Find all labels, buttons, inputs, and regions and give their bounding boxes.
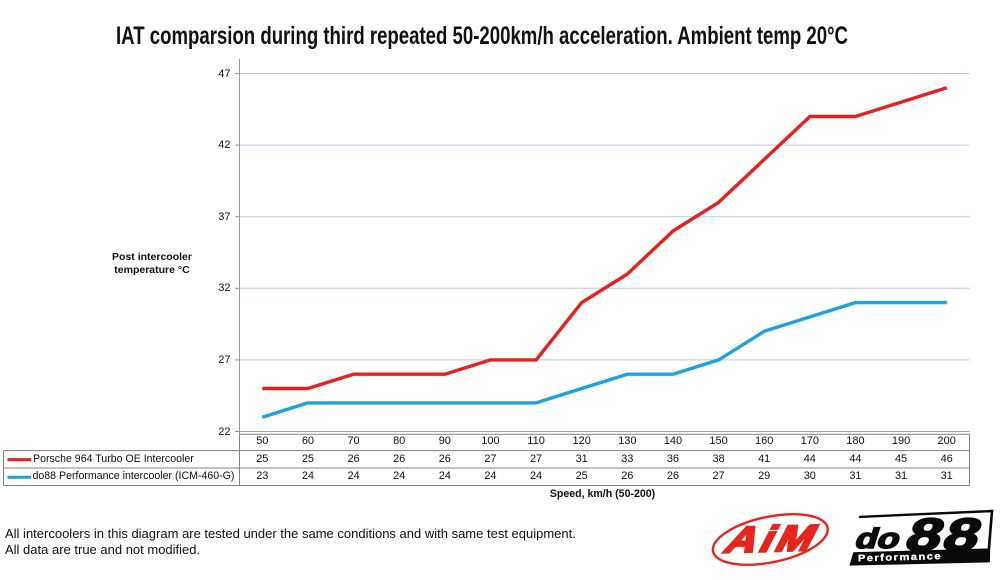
svg-text:AiM: AiM	[718, 517, 829, 560]
svg-text:do: do	[852, 523, 906, 555]
svg-text:88: 88	[900, 509, 992, 560]
svg-text:Performance: Performance	[858, 552, 942, 564]
